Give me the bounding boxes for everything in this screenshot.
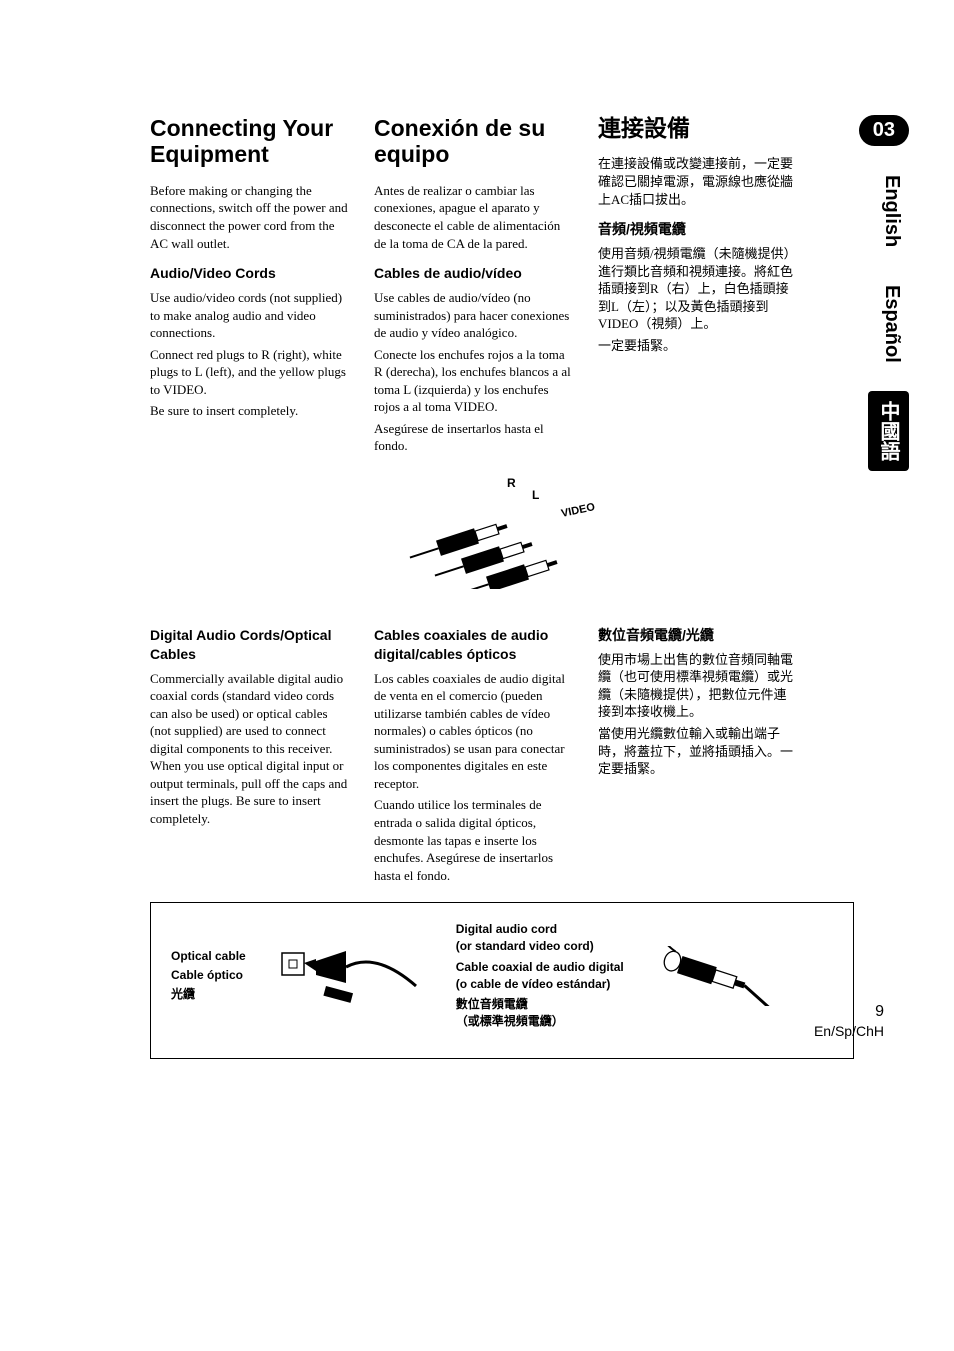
digital-label-en: Digital audio cord bbox=[456, 921, 624, 938]
title-zh: 連接設備 bbox=[598, 115, 798, 141]
optical-cable-label: Optical cable Cable óptico 光纜 bbox=[171, 947, 246, 1005]
optical-label-zh: 光纜 bbox=[171, 985, 246, 1004]
sec1-p1-es: Use cables de audio/vídeo (no suministra… bbox=[374, 289, 574, 342]
optical-connector-icon bbox=[276, 941, 426, 1011]
column-chinese: 連接設備 在連接設備或改變連接前，一定要確認已關掉電源，電源線也應從牆上AC插口… bbox=[598, 115, 798, 459]
figure-cables-box: Optical cable Cable óptico 光纜 Digital au… bbox=[150, 902, 854, 1059]
digital-label-es: Cable coaxial de audio digital bbox=[456, 959, 624, 976]
label-video: VIDEO bbox=[560, 501, 596, 520]
intro-es: Antes de realizar o cambiar las conexion… bbox=[374, 182, 574, 252]
column-spanish: Conexión de su equipo Antes de realizar … bbox=[374, 115, 574, 459]
sec1-p2-en: Connect red plugs to R (right), white pl… bbox=[150, 346, 350, 399]
coax-plug-icon bbox=[654, 946, 784, 1006]
lang-tab-chinese: 中國語 bbox=[868, 391, 909, 471]
label-r: R bbox=[507, 476, 516, 490]
intro-en: Before making or changing the connection… bbox=[150, 182, 350, 252]
bottom-columns: Digital Audio Cords/Optical Cables Comme… bbox=[150, 614, 884, 888]
digital-label-es-b: (o cable de vídeo estándar) bbox=[456, 976, 624, 993]
sec1-p3-en: Be sure to insert completely. bbox=[150, 402, 350, 420]
sec1-h-zh: 音頻/視頻電纜 bbox=[598, 220, 798, 239]
sec2-p2-zh: 當使用光纜數位輸入或輸出端子時，將蓋拉下，並將插頭插入。一定要插緊。 bbox=[598, 725, 798, 778]
page-number: 9 bbox=[814, 1003, 884, 1021]
digital-label-en-b: (or standard video cord) bbox=[456, 938, 624, 955]
column-english-2: Digital Audio Cords/Optical Cables Comme… bbox=[150, 614, 350, 888]
top-columns: Connecting Your Equipment Before making … bbox=[150, 115, 884, 459]
sec1-p2-es: Conecte los enchufes rojos a la toma R (… bbox=[374, 346, 574, 416]
rca-plugs-icon: R L VIDEO bbox=[387, 469, 647, 589]
sec2-p1-en: Commercially available digital audio coa… bbox=[150, 670, 350, 828]
lang-tab-english: English bbox=[868, 165, 909, 257]
sec1-h-es: Cables de audio/vídeo bbox=[374, 264, 574, 283]
figure-rca-plugs: R L VIDEO bbox=[150, 469, 884, 594]
sec2-h-zh: 數位音頻電纜/光纜 bbox=[598, 626, 798, 645]
optical-label-en: Optical cable bbox=[171, 947, 246, 966]
intro-zh: 在連接設備或改變連接前，一定要確認已關掉電源，電源線也應從牆上AC插口拔出。 bbox=[598, 155, 798, 208]
page-footer: 9 En/Sp/ChH bbox=[814, 1003, 884, 1039]
digital-cord-label: Digital audio cord (or standard video co… bbox=[456, 921, 624, 1030]
sec2-h-es: Cables coaxiales de audio digital/cables… bbox=[374, 626, 574, 664]
sec2-p1-zh: 使用市場上出售的數位音頻同軸電纜（也可使用標準視頻電纜）或光纜（未隨機提供），把… bbox=[598, 651, 798, 721]
digital-label-zh: 數位音頻電纜 bbox=[456, 996, 624, 1013]
sec2-p1-es: Los cables coaxiales de audio digital de… bbox=[374, 670, 574, 793]
optical-label-es: Cable óptico bbox=[171, 966, 246, 985]
digital-label-zh-b: （或標準視頻電纜） bbox=[456, 1013, 624, 1030]
footer-langs: En/Sp/ChH bbox=[814, 1023, 884, 1039]
sec1-p2-zh: 一定要插緊。 bbox=[598, 337, 798, 355]
page: 03 English Español 中國語 Connecting Your E… bbox=[0, 0, 954, 1099]
column-spanish-2: Cables coaxiales de audio digital/cables… bbox=[374, 614, 574, 888]
language-tabs: English Español 中國語 bbox=[868, 165, 909, 471]
sec1-h-en: Audio/Video Cords bbox=[150, 264, 350, 283]
label-l: L bbox=[532, 488, 539, 502]
sec1-p1-zh: 使用音頻/視頻電纜（未隨機提供）進行類比音頻和視頻連接。將紅色插頭接到R（右）上… bbox=[598, 245, 798, 333]
lang-tab-espanol: Español bbox=[868, 275, 909, 373]
sec1-p3-es: Asegúrese de insertarlos hasta el fondo. bbox=[374, 420, 574, 455]
sec2-p2-es: Cuando utilice los terminales de entrada… bbox=[374, 796, 574, 884]
sec1-p1-en: Use audio/video cords (not supplied) to … bbox=[150, 289, 350, 342]
title-en: Connecting Your Equipment bbox=[150, 115, 350, 168]
chapter-badge: 03 bbox=[859, 115, 909, 146]
column-english: Connecting Your Equipment Before making … bbox=[150, 115, 350, 459]
title-es: Conexión de su equipo bbox=[374, 115, 574, 168]
sec2-h-en: Digital Audio Cords/Optical Cables bbox=[150, 626, 350, 664]
column-chinese-2: 數位音頻電纜/光纜 使用市場上出售的數位音頻同軸電纜（也可使用標準視頻電纜）或光… bbox=[598, 614, 798, 888]
